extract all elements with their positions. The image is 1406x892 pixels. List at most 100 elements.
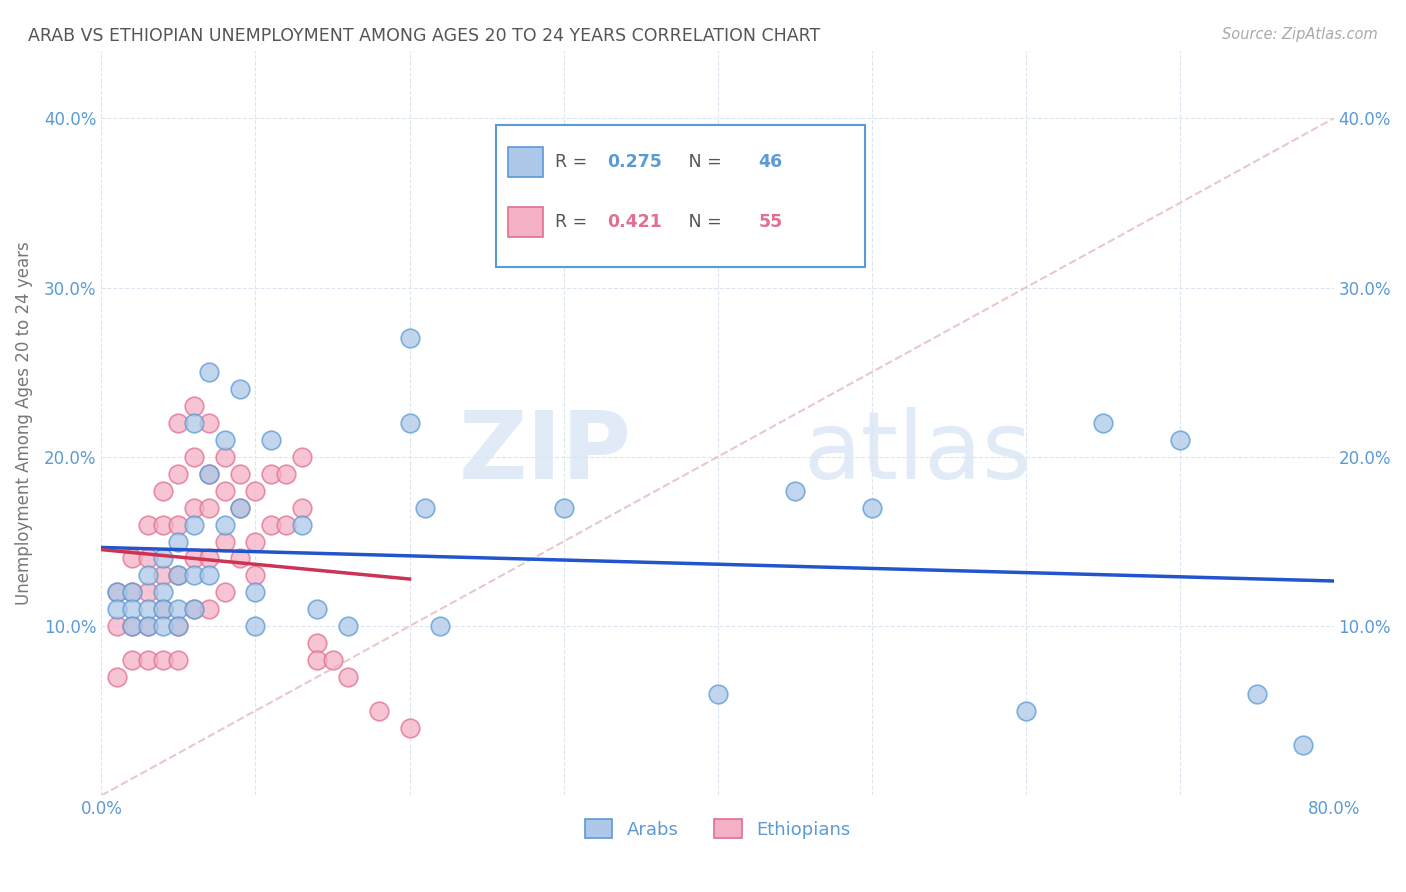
- Point: [183, 602, 205, 616]
- Point: [105, 585, 128, 599]
- Point: [229, 382, 252, 396]
- Point: [214, 517, 236, 532]
- Text: N =: N =: [672, 153, 727, 171]
- Text: N =: N =: [672, 213, 727, 231]
- Point: [198, 467, 221, 481]
- Point: [214, 483, 236, 498]
- Point: [245, 568, 267, 582]
- Text: 0.421: 0.421: [606, 213, 662, 231]
- Point: [229, 467, 252, 481]
- Text: 55: 55: [758, 213, 783, 231]
- Point: [167, 517, 190, 532]
- FancyBboxPatch shape: [508, 207, 543, 237]
- Point: [121, 619, 143, 633]
- Point: [214, 433, 236, 447]
- Text: ARAB VS ETHIOPIAN UNEMPLOYMENT AMONG AGES 20 TO 24 YEARS CORRELATION CHART: ARAB VS ETHIOPIAN UNEMPLOYMENT AMONG AGE…: [28, 27, 820, 45]
- Point: [229, 500, 252, 515]
- Point: [1091, 416, 1114, 430]
- Point: [214, 585, 236, 599]
- Point: [307, 636, 329, 650]
- Point: [121, 653, 143, 667]
- Point: [276, 467, 298, 481]
- Point: [260, 433, 283, 447]
- Text: R =: R =: [555, 213, 593, 231]
- Point: [214, 534, 236, 549]
- Point: [260, 467, 283, 481]
- Point: [121, 551, 143, 566]
- Point: [167, 619, 190, 633]
- Text: 0.275: 0.275: [606, 153, 662, 171]
- Point: [367, 704, 389, 718]
- Point: [245, 585, 267, 599]
- Point: [183, 602, 205, 616]
- Point: [183, 399, 205, 413]
- Point: [152, 585, 174, 599]
- FancyBboxPatch shape: [508, 147, 543, 178]
- Point: [321, 653, 343, 667]
- Point: [336, 619, 359, 633]
- Point: [1246, 687, 1268, 701]
- Point: [783, 483, 806, 498]
- Point: [121, 585, 143, 599]
- Point: [1292, 738, 1315, 752]
- Y-axis label: Unemployment Among Ages 20 to 24 years: Unemployment Among Ages 20 to 24 years: [15, 241, 32, 605]
- Point: [245, 483, 267, 498]
- Point: [105, 670, 128, 684]
- Point: [136, 517, 159, 532]
- Point: [183, 517, 205, 532]
- Point: [167, 568, 190, 582]
- Point: [229, 551, 252, 566]
- Point: [336, 670, 359, 684]
- Point: [291, 517, 314, 532]
- Point: [198, 416, 221, 430]
- Point: [105, 602, 128, 616]
- Point: [121, 619, 143, 633]
- Point: [152, 483, 174, 498]
- Point: [276, 517, 298, 532]
- Point: [152, 619, 174, 633]
- Point: [136, 585, 159, 599]
- Point: [167, 619, 190, 633]
- Point: [167, 653, 190, 667]
- Point: [152, 551, 174, 566]
- Point: [183, 416, 205, 430]
- Point: [860, 500, 883, 515]
- Point: [121, 585, 143, 599]
- Point: [214, 450, 236, 464]
- Point: [167, 416, 190, 430]
- Point: [198, 365, 221, 379]
- Point: [183, 551, 205, 566]
- Text: ZIP: ZIP: [458, 407, 631, 499]
- Point: [398, 331, 420, 345]
- Point: [105, 619, 128, 633]
- Point: [136, 551, 159, 566]
- Point: [198, 551, 221, 566]
- Point: [198, 467, 221, 481]
- Point: [121, 602, 143, 616]
- FancyBboxPatch shape: [496, 125, 866, 267]
- Point: [136, 653, 159, 667]
- Point: [136, 619, 159, 633]
- Point: [198, 602, 221, 616]
- Point: [291, 450, 314, 464]
- Point: [245, 534, 267, 549]
- Point: [183, 568, 205, 582]
- Point: [183, 450, 205, 464]
- Point: [167, 602, 190, 616]
- Point: [198, 568, 221, 582]
- Point: [429, 619, 451, 633]
- Text: R =: R =: [555, 153, 593, 171]
- Text: atlas: atlas: [804, 407, 1032, 499]
- Point: [307, 602, 329, 616]
- Point: [260, 517, 283, 532]
- Point: [152, 653, 174, 667]
- Point: [136, 619, 159, 633]
- Point: [198, 500, 221, 515]
- Point: [183, 500, 205, 515]
- Point: [398, 721, 420, 735]
- Point: [307, 653, 329, 667]
- Legend: Arabs, Ethiopians: Arabs, Ethiopians: [578, 812, 858, 846]
- Point: [136, 602, 159, 616]
- Text: 46: 46: [758, 153, 782, 171]
- Point: [553, 500, 575, 515]
